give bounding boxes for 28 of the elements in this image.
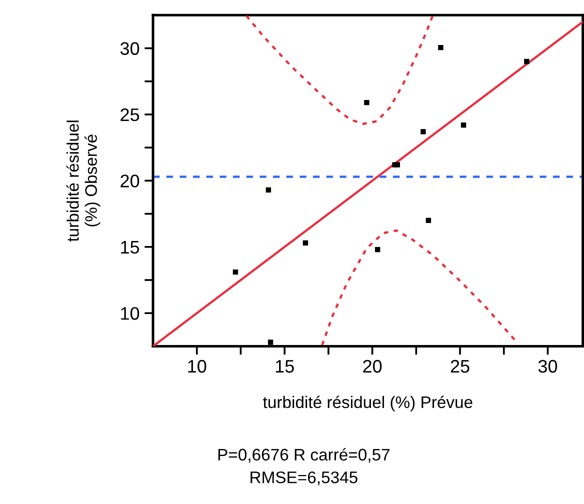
- point: [364, 100, 370, 106]
- y-tick-label: 30: [120, 42, 140, 55]
- point: [438, 44, 444, 50]
- x-tick-label: 10: [188, 360, 206, 373]
- y-tick-label: 15: [121, 241, 140, 254]
- point: [420, 129, 426, 134]
- y-axis-title: turbidité résiduel (%) Observé: [66, 120, 100, 242]
- y-tick-label: 10: [121, 307, 140, 320]
- point: [460, 122, 466, 128]
- point: [524, 58, 530, 64]
- text: RMSE=6,5345: [250, 471, 358, 486]
- x-tick-label: 20: [363, 360, 382, 373]
- point: [302, 240, 308, 246]
- text: P=0,6676 R carré=0,57: [218, 448, 390, 463]
- point: [232, 269, 238, 275]
- x-tick-label: 30: [538, 360, 558, 373]
- point: [268, 340, 274, 345]
- point: [266, 187, 272, 193]
- point: [374, 246, 380, 252]
- line-series: [245, 15, 434, 125]
- x-tick-label: 15: [276, 360, 294, 373]
- line-series: [321, 229, 516, 346]
- point: [394, 162, 400, 168]
- point: [426, 218, 432, 224]
- y-tick-label: 20: [120, 174, 140, 188]
- x-tick-label: 25: [450, 360, 470, 373]
- x-axis-title: turbidité résiduel (%) Prévue: [263, 396, 472, 412]
- y-tick-label: 25: [120, 108, 140, 122]
